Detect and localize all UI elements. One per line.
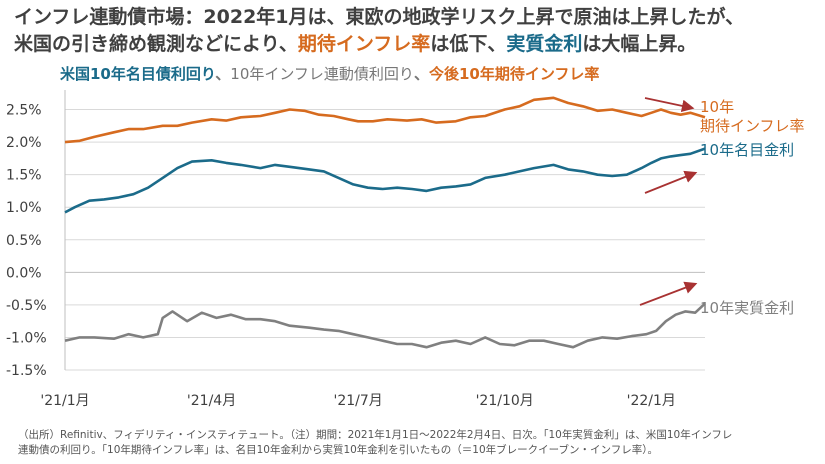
series-label-nominal: 10年名目金利	[700, 141, 794, 159]
series-line-inflation	[64, 96, 706, 144]
series-label-real: 10年実質金利	[700, 299, 794, 317]
line-chart: 2.5% 2.0% 1.5% 1.0% 0.5% 0.0% -0.5% -1.0% -1.5% '…	[6, 90, 805, 409]
series-label-inflation-2: 期待インフレ率	[700, 117, 805, 135]
y-tick-label: -1.5%	[6, 363, 47, 379]
title-line-1: インフレ連動債市場：2022年1月は、東欧の地政学リスク上昇で原油は上昇したが、	[14, 6, 745, 28]
arrow-nominal-up	[644, 170, 698, 194]
subtitle-sep-1: 、	[215, 65, 231, 83]
arrow-real-up	[639, 281, 698, 306]
subtitle-sep-2: 、	[413, 65, 429, 83]
x-tick-label: '22/1月	[627, 393, 676, 409]
subtitle-inflation: 今後10年期待インフレ率	[428, 65, 600, 83]
chart-subtitle: 米国10年名目債利回り、10年インフレ連動債利回り、今後10年期待インフレ率	[60, 63, 599, 84]
x-tick-label: '21/7月	[333, 393, 382, 409]
x-tick-label: '21/4月	[187, 393, 236, 409]
title-line-2-a: 米国の引き締め観測などにより、	[14, 33, 298, 55]
footnote-line-1: （出所）Refinitiv、フィデリティ・インスティテュート。（注）期間：202…	[18, 429, 733, 441]
subtitle-nominal: 米国10年名目債利回り	[60, 65, 216, 83]
y-tick-label: 1.0%	[6, 200, 42, 216]
chart-title: インフレ連動債市場：2022年1月は、東欧の地政学リスク上昇で原油は上昇したが、…	[14, 4, 819, 58]
series-label-inflation-1: 10年	[700, 98, 734, 116]
title-line-2-e: は大幅上昇。	[582, 33, 697, 55]
y-tick-label: -0.5%	[6, 298, 47, 314]
series-line-real	[64, 302, 706, 349]
y-tick-label: 0.5%	[6, 233, 42, 249]
x-tick-label: '21/10月	[476, 393, 534, 409]
y-tick-label: 2.0%	[6, 135, 42, 151]
x-tick-label: '21/1月	[40, 393, 89, 409]
y-tick-label: 2.5%	[6, 103, 42, 119]
title-highlight-inflation: 期待インフレ率	[297, 33, 431, 55]
title-line-2-c: は低下、	[430, 33, 507, 55]
y-tick-label: 0.0%	[6, 265, 42, 281]
footnote: （出所）Refinitiv、フィデリティ・インスティテュート。（注）期間：202…	[18, 428, 818, 458]
arrow-inflation-down	[644, 97, 695, 113]
y-tick-label: -1.0%	[6, 330, 47, 346]
title-highlight-real: 実質金利	[506, 33, 583, 55]
footnote-line-2: 連動債の利回り。「10年期待インフレ率」は、名目10年金利から実質10年金利を引…	[18, 444, 658, 456]
title-line-2: 米国の引き締め観測などにより、期待インフレ率は低下、実質金利は大幅上昇。	[14, 31, 819, 58]
y-tick-label: 1.5%	[6, 168, 42, 184]
series-line-nominal	[64, 147, 706, 214]
subtitle-breakeven: 10年インフレ連動債利回り	[230, 65, 414, 83]
